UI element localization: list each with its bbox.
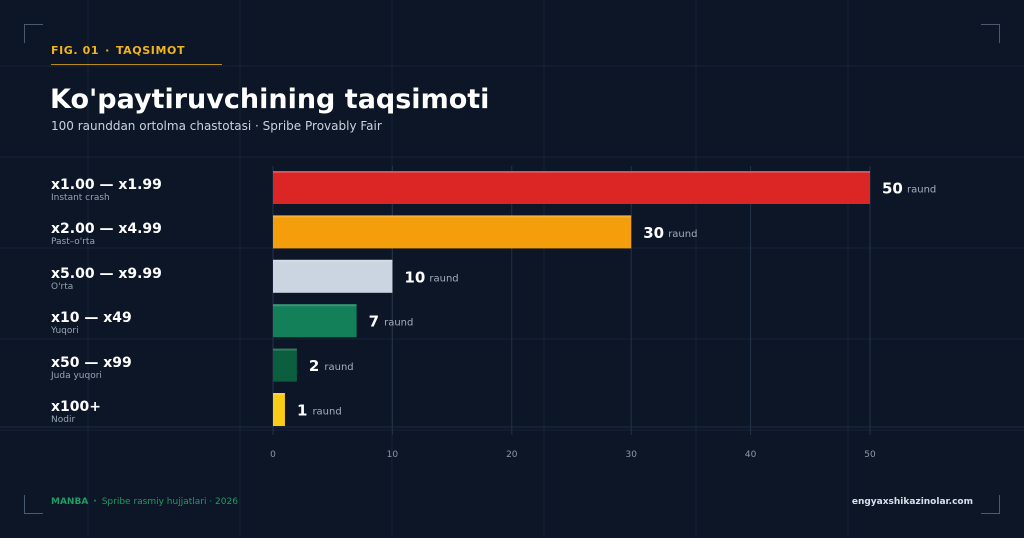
footer-site: engyaxshikazinolar.com xyxy=(851,497,973,507)
category-label: x5.00 — x9.99 O'rta xyxy=(51,266,162,292)
source-label: MANBA xyxy=(51,497,89,507)
bar-value-label: 10 xyxy=(404,268,425,286)
category-label: x10 — x49 Yuqori xyxy=(51,310,132,336)
chart-title: Ko'paytiruvchining taqsimoti xyxy=(50,84,490,115)
bar-highlight xyxy=(273,215,632,218)
bar xyxy=(273,259,393,293)
category-range: x5.00 — x9.99 xyxy=(51,265,162,282)
x-tick-label: 0 xyxy=(270,450,276,460)
bar-unit-label: raund xyxy=(907,185,936,196)
bar-highlight xyxy=(273,393,285,395)
bar-highlight xyxy=(273,304,357,307)
bar-value-label: 30 xyxy=(643,224,664,242)
category-description: O'rta xyxy=(51,281,74,292)
category-label: x2.00 — x4.99 Past–o'rta xyxy=(51,221,162,247)
category-label: x1.00 — x1.99 Instant crash xyxy=(51,177,162,203)
bar-value-label: 7 xyxy=(369,313,379,331)
category-range: x50 — x99 xyxy=(51,354,132,371)
category-range: x10 — x49 xyxy=(51,310,132,327)
bar-value-label: 50 xyxy=(882,180,903,198)
category-description: Instant crash xyxy=(51,193,110,203)
bar xyxy=(273,393,285,426)
figure-label: FIG. 01 · TAQSIMOT xyxy=(51,44,185,57)
category-range: x2.00 — x4.99 xyxy=(51,221,162,238)
chart-subtitle: 100 raunddan ortolma chastotasi · Spribe… xyxy=(51,119,382,133)
bar xyxy=(273,171,870,204)
bar-unit-label: raund xyxy=(312,407,341,418)
bar xyxy=(273,215,632,249)
category-description: Nodir xyxy=(51,415,76,425)
bar-unit-label: raund xyxy=(324,362,353,373)
category-range: x100+ xyxy=(51,399,101,415)
figure-separator: · xyxy=(105,44,110,57)
source-text: Spribe rasmiy hujjatlari · 2026 xyxy=(101,497,238,507)
bar-highlight xyxy=(273,171,870,173)
category-description: Past–o'rta xyxy=(51,237,95,248)
corner-mark-top-left xyxy=(24,24,43,43)
bar-highlight xyxy=(273,259,393,262)
category-range: x1.00 — x1.99 xyxy=(51,177,162,193)
bar-unit-label: raund xyxy=(429,273,458,284)
category-label: x50 — x99 Juda yuqori xyxy=(51,355,132,381)
bar-unit-label: raund xyxy=(384,318,413,329)
corner-mark-bottom-right xyxy=(981,495,1000,514)
category-description: Juda yuqori xyxy=(51,370,102,381)
x-tick-label: 20 xyxy=(506,450,518,460)
category-description: Yuqori xyxy=(51,326,79,337)
figure-label-rule xyxy=(51,64,222,65)
x-tick-label: 10 xyxy=(387,450,399,460)
figure-number: FIG. 01 xyxy=(51,44,100,57)
x-tick-label: 50 xyxy=(864,450,876,460)
figure-section: TAQSIMOT xyxy=(115,44,186,57)
bar xyxy=(273,348,297,382)
corner-mark-bottom-left xyxy=(24,495,43,514)
category-label: x100+ Nodir xyxy=(51,399,101,425)
bar-value-label: 1 xyxy=(297,402,307,420)
bar xyxy=(273,304,357,338)
bar-highlight xyxy=(273,348,297,351)
x-tick-label: 40 xyxy=(745,450,757,460)
source-separator: · xyxy=(93,497,97,507)
bar-unit-label: raund xyxy=(668,229,697,240)
x-tick-label: 30 xyxy=(625,450,637,460)
bar-value-label: 2 xyxy=(309,357,319,375)
footer-source: MANBA · Spribe rasmiy hujjatlari · 2026 xyxy=(51,497,238,507)
corner-mark-top-right xyxy=(981,24,1000,43)
